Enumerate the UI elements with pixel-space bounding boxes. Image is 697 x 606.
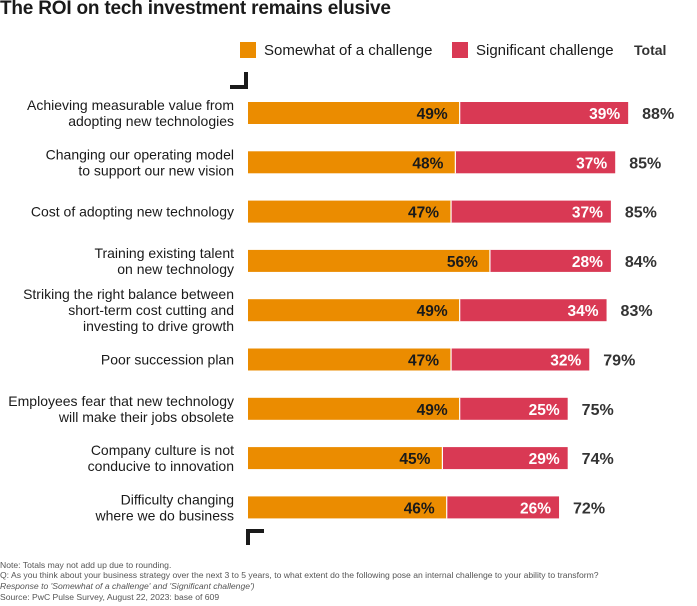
category-label: will make their jobs obsolete <box>58 409 234 425</box>
total-label: 72% <box>573 500 605 517</box>
data-label-somewhat: 49% <box>417 106 448 123</box>
total-label: 83% <box>621 303 653 320</box>
bar-somewhat <box>248 447 443 470</box>
total-label: 75% <box>582 402 614 419</box>
data-label-significant: 32% <box>550 353 581 370</box>
legend-label-somewhat: Somewhat of a challenge <box>264 41 433 59</box>
bar-significant <box>455 151 616 174</box>
footnote-source: Source: PwC Pulse Survey, August 22, 202… <box>0 592 220 602</box>
footnote-response: Response to 'Somewhat of a challenge' an… <box>0 581 255 591</box>
bar-somewhat <box>248 249 490 272</box>
legend-item-significant: Significant challenge <box>452 40 614 60</box>
data-label-significant: 39% <box>589 106 620 123</box>
bar-significant <box>489 249 611 272</box>
bar-somewhat <box>248 299 460 322</box>
data-label-somewhat: 49% <box>417 402 448 419</box>
bar-significant <box>459 397 568 420</box>
bar-somewhat <box>248 496 447 519</box>
bar-significant <box>442 447 568 470</box>
total-label: 88% <box>642 106 674 123</box>
category-label: Difficulty changing <box>121 491 234 507</box>
legend-item-somewhat: Somewhat of a challenge <box>240 40 432 60</box>
category-label: on new technology <box>117 261 234 277</box>
total-label: 85% <box>629 155 661 172</box>
total-label: 84% <box>625 254 657 271</box>
category-label: to support our new vision <box>78 162 234 178</box>
legend-swatch-significant <box>452 42 468 58</box>
bar-somewhat <box>248 200 452 223</box>
category-label: Training existing talent <box>94 245 234 261</box>
data-label-significant: 37% <box>572 205 603 222</box>
data-label-somewhat: 47% <box>408 205 439 222</box>
bar-significant <box>446 496 560 519</box>
category-label: Achieving measurable value from <box>27 97 234 113</box>
chart-title: The ROI on tech investment remains elusi… <box>0 0 391 19</box>
footnote-question: Q: As you think about your business stra… <box>0 570 599 580</box>
data-label-significant: 29% <box>529 451 560 468</box>
data-label-significant: 28% <box>572 254 603 271</box>
data-label-somewhat: 47% <box>408 353 439 370</box>
axis-bracket-bottom <box>246 529 264 545</box>
data-label-somewhat: 45% <box>399 451 430 468</box>
axis-bracket <box>230 72 264 545</box>
bar-significant <box>451 200 611 223</box>
category-label: where we do business <box>94 507 234 523</box>
total-column-header: Total <box>634 42 667 58</box>
data-label-somewhat: 48% <box>412 155 443 172</box>
bar-significant <box>451 348 590 371</box>
legend-label-significant: Significant challenge <box>476 41 614 59</box>
data-label-somewhat: 49% <box>417 303 448 320</box>
axis-bracket-top <box>230 72 248 89</box>
bar-somewhat <box>248 397 460 420</box>
total-label: 74% <box>582 451 614 468</box>
legend-swatch-somewhat <box>240 42 256 58</box>
category-label: adopting new technologies <box>68 113 234 129</box>
bar-significant <box>459 299 607 322</box>
total-label: 85% <box>625 205 657 222</box>
data-label-somewhat: 56% <box>447 254 478 271</box>
data-label-significant: 26% <box>520 500 551 517</box>
category-label: Company culture is not <box>91 442 234 458</box>
data-label-significant: 25% <box>529 402 560 419</box>
category-label: Striking the right balance between <box>23 286 234 302</box>
category-label: Changing our operating model <box>46 146 234 162</box>
category-label: conducive to innovation <box>88 458 234 474</box>
category-label: Cost of adopting new technology <box>31 204 234 220</box>
category-label: investing to drive growth <box>83 318 234 334</box>
bar-somewhat <box>248 102 460 124</box>
data-label-significant: 37% <box>576 155 607 172</box>
category-label: short-term cost cutting and <box>68 302 234 318</box>
total-label: 79% <box>603 353 635 370</box>
category-label: Poor succession plan <box>101 352 234 368</box>
bar-somewhat <box>248 348 452 371</box>
data-label-significant: 34% <box>568 303 599 320</box>
bar-significant <box>459 102 629 124</box>
category-label: Employees fear that new technology <box>8 393 234 409</box>
footnote-note: Note: Totals may not add up due to round… <box>0 560 172 570</box>
data-label-somewhat: 46% <box>404 500 435 517</box>
bar-somewhat <box>248 151 456 174</box>
